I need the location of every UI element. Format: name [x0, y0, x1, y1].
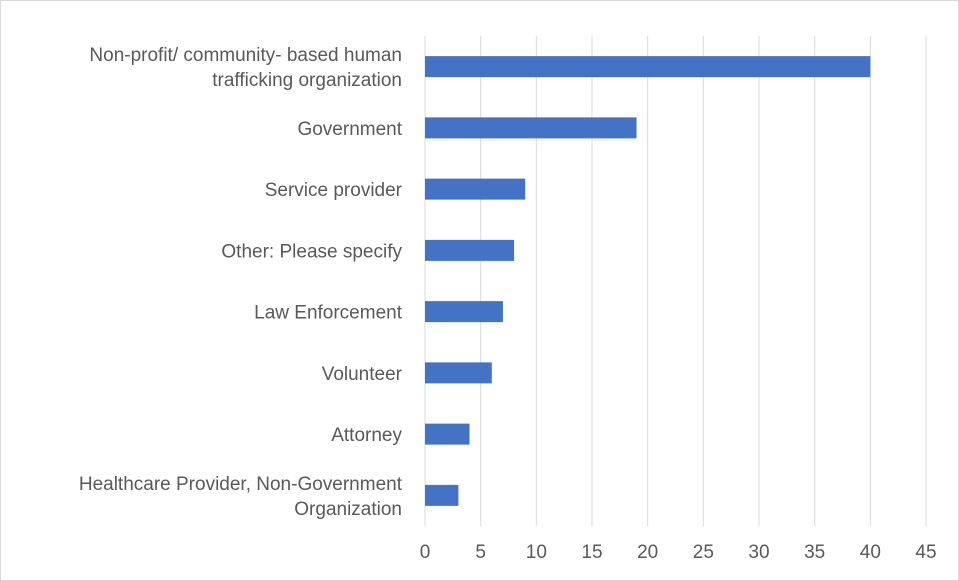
category-label: Non-profit/ community- based human: [89, 45, 402, 66]
bar: [425, 484, 459, 506]
x-tick-label: 15: [581, 542, 602, 563]
category-label: Government: [297, 119, 402, 140]
x-tick-label: 35: [804, 542, 825, 563]
category-label: Healthcare Provider, Non-Government: [79, 474, 403, 495]
bar: [425, 362, 492, 384]
category-label: Other: Please specify: [221, 241, 402, 262]
x-tick-label: 30: [748, 542, 769, 563]
x-tick-label: 5: [475, 542, 486, 563]
x-tick-label: 10: [526, 542, 547, 563]
category-label: Service provider: [265, 180, 403, 201]
bar: [425, 423, 470, 445]
category-label: Organization: [294, 499, 402, 520]
category-label: Attorney: [331, 425, 402, 446]
bar: [425, 178, 526, 200]
x-tick-label: 0: [420, 542, 431, 563]
category-label: trafficking organization: [212, 70, 402, 91]
x-tick-label: 20: [637, 542, 658, 563]
bar: [425, 301, 503, 323]
x-tick-label: 40: [860, 542, 881, 563]
x-tick-label: 25: [693, 542, 714, 563]
bar: [425, 56, 871, 78]
x-tick-label: 45: [915, 542, 936, 563]
bar: [425, 239, 515, 261]
bar: [425, 117, 637, 139]
category-label: Volunteer: [322, 364, 403, 385]
category-label: Law Enforcement: [254, 303, 403, 324]
